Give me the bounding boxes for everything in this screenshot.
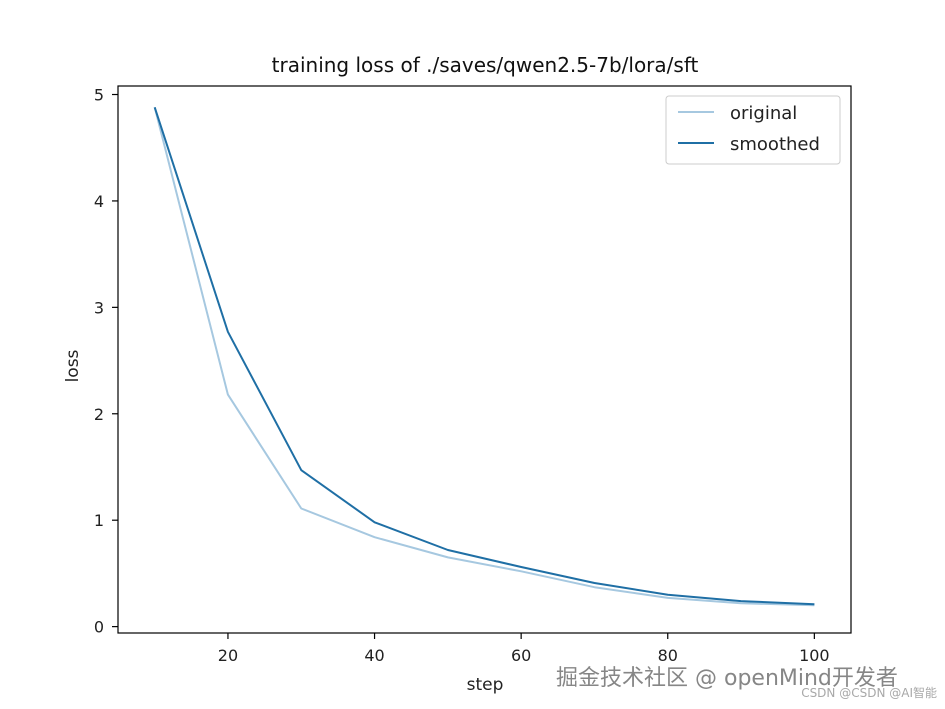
y-tick-label: 5	[94, 86, 104, 105]
legend-label-smoothed: smoothed	[730, 134, 820, 155]
x-tick-label: 40	[364, 646, 384, 665]
y-axis-ticks: 0 1 2 3 4 5	[94, 86, 118, 637]
watermark-main: 掘金技术社区 @ openMind开发者	[556, 666, 898, 691]
chart-title: training loss of ./saves/qwen2.5-7b/lora…	[272, 53, 699, 77]
x-tick-label: 80	[658, 646, 678, 665]
x-tick-label: 20	[218, 646, 238, 665]
plot-frame	[117, 85, 852, 634]
y-tick-label: 4	[94, 192, 104, 211]
y-tick-label: 0	[94, 618, 104, 637]
x-tick-label: 100	[799, 646, 830, 665]
series-layer	[153, 106, 815, 607]
y-tick-label: 2	[94, 405, 104, 424]
y-tick-label: 3	[94, 298, 104, 317]
x-axis-ticks: 20 40 60 80 100	[218, 633, 830, 665]
y-axis-label: loss	[63, 349, 83, 382]
watermark-sub: CSDN @CSDN @AI智能	[801, 686, 937, 700]
x-axis-label: step	[467, 675, 504, 695]
y-tick-label: 1	[94, 511, 104, 530]
series-line-original	[153, 107, 815, 607]
legend-label-original: original	[730, 103, 797, 124]
series-line-smoothed	[153, 106, 815, 606]
legend: original smoothed	[665, 95, 841, 165]
x-tick-label: 60	[511, 646, 531, 665]
